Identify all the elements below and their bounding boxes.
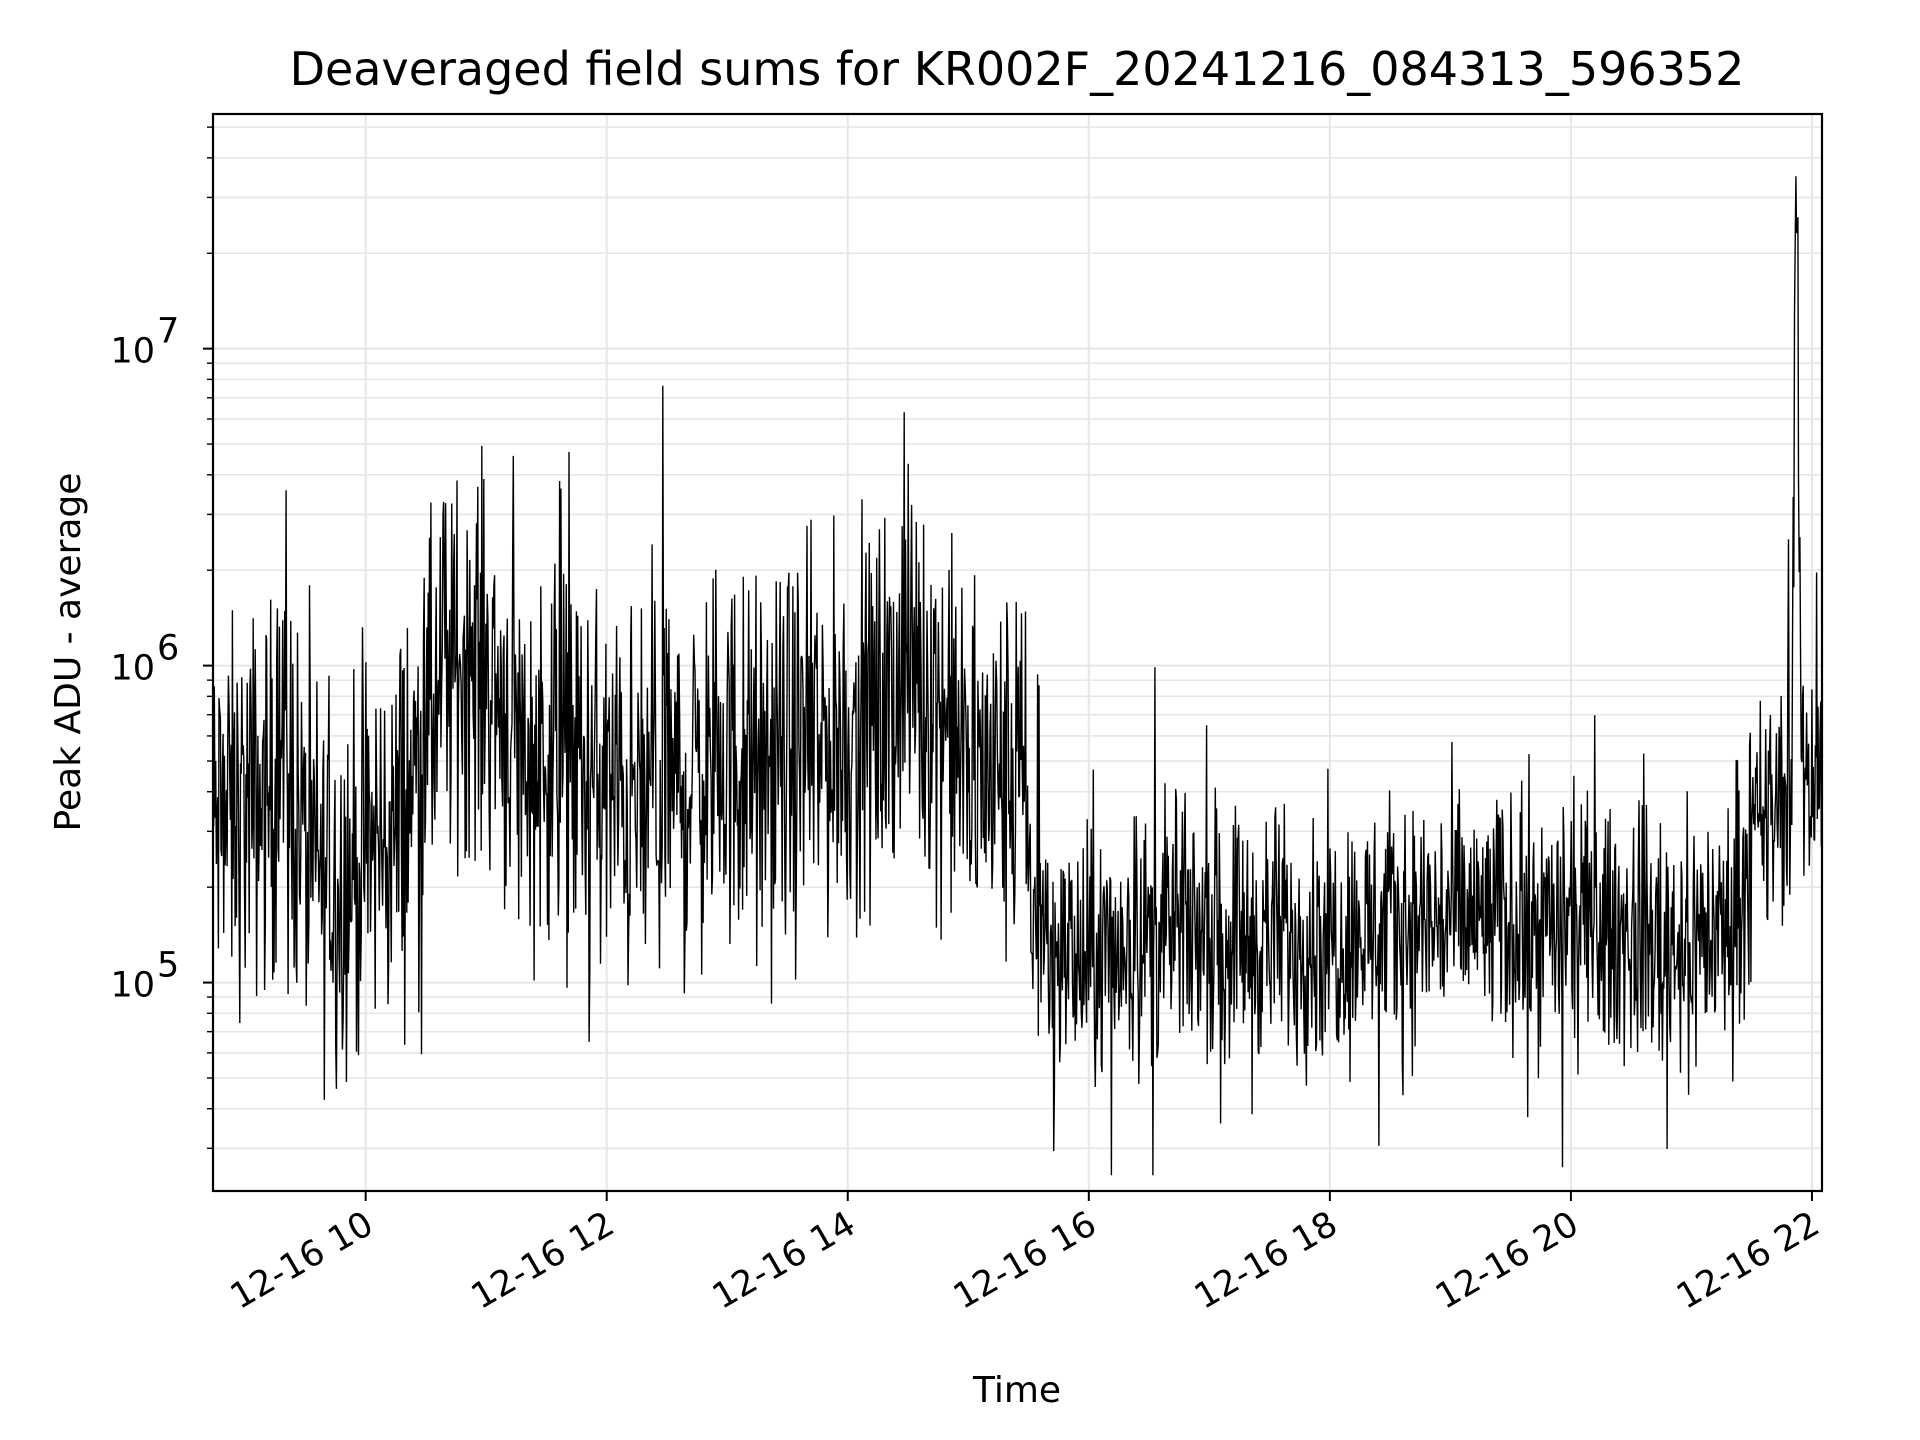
y-tick-label: 10 [110, 966, 155, 1006]
y-axis-label: Peak ADU - average [48, 473, 89, 832]
y-tick-exponent: 6 [157, 629, 179, 669]
x-axis-ticks: 12-16 10 12-16 12 12-16 14 12-16 16 12-16 18… [224, 1191, 1826, 1317]
y-tick-exponent: 5 [157, 946, 179, 986]
plot-frame [211, 112, 1824, 1193]
x-tick-label: 12-16 12 [465, 1204, 621, 1317]
y-tick-label: 10 [110, 332, 155, 372]
y-tick-label: 10 [110, 649, 155, 689]
x-tick-label: 12-16 18 [1188, 1204, 1344, 1317]
y-tick-exponent: 7 [157, 312, 179, 352]
series-line [212, 176, 1823, 1176]
x-axis-label: Time [972, 1370, 1061, 1411]
x-tick-label: 12-16 20 [1429, 1204, 1585, 1317]
x-tick-label: 12-16 10 [224, 1204, 380, 1317]
x-tick-label: 12-16 14 [706, 1204, 862, 1317]
chart-title: Deaveraged field sums for KR002F_2024121… [290, 42, 1745, 96]
x-tick-label: 12-16 16 [947, 1204, 1103, 1317]
x-tick-label: 12-16 22 [1670, 1204, 1826, 1317]
major-grid [213, 114, 1822, 1191]
